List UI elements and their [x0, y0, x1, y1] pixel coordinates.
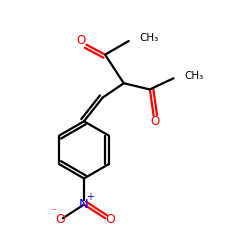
Text: O: O: [106, 213, 116, 226]
Text: CH₃: CH₃: [184, 71, 203, 81]
Text: CH₃: CH₃: [139, 34, 158, 43]
Text: N: N: [79, 198, 89, 211]
Text: +: +: [86, 192, 94, 202]
Text: O: O: [55, 213, 65, 226]
Text: O: O: [76, 34, 86, 47]
Text: O: O: [150, 115, 160, 128]
Text: ⁻: ⁻: [50, 207, 56, 217]
